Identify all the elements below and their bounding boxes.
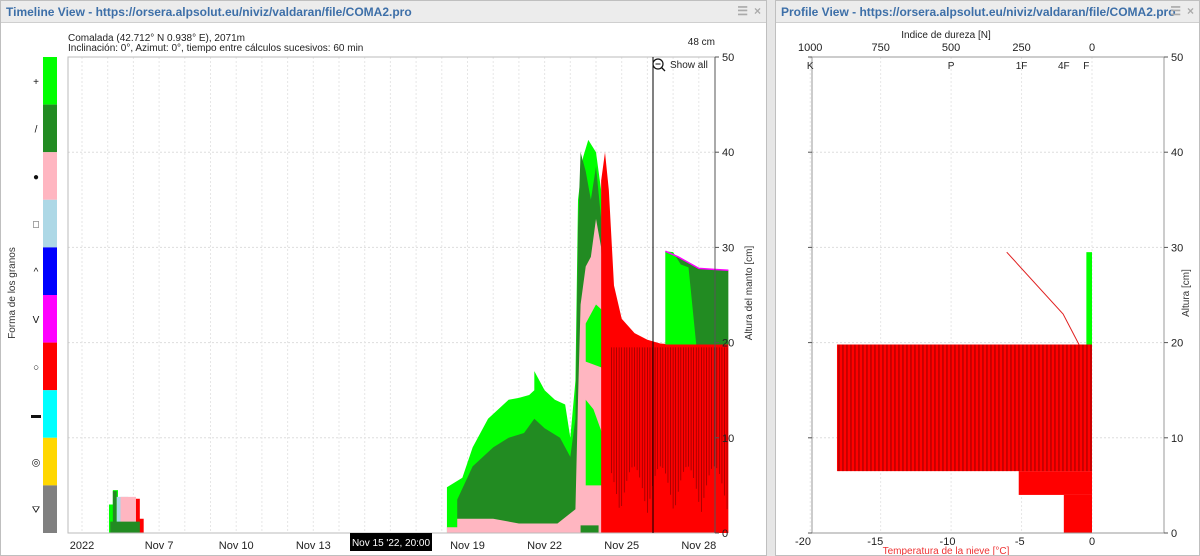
- y-tick-label: 0: [1171, 528, 1177, 540]
- legend-symbol: ^: [34, 267, 39, 278]
- x-tick-label: Nov 19: [450, 540, 485, 552]
- cursor-date-label: Nov 15 '22, 20:00: [352, 538, 431, 549]
- calc-params-label: Inclinación: 0°, Azimut: 0°, tiempo entr…: [68, 43, 363, 54]
- timeline-view-panel: Timeline View - https://orsera.alpsolut.…: [0, 0, 767, 556]
- x-tick-label: Nov 28: [681, 540, 716, 552]
- x-tick-label: -15: [867, 536, 883, 548]
- legend-swatch: [43, 247, 57, 295]
- legend-swatch: [43, 295, 57, 343]
- timeline-chart[interactable]: Comalada (42.712° N 0.938° E), 2071m Inc…: [1, 23, 767, 556]
- show-all-button[interactable]: Show all: [652, 58, 708, 72]
- legend-symbol: ▬: [31, 410, 41, 421]
- legend-symbol: □: [33, 220, 39, 231]
- legend-swatch: [43, 57, 57, 105]
- close-icon[interactable]: ×: [753, 4, 761, 18]
- hardness-label: 1F: [1016, 61, 1028, 72]
- layer-surface-hoar: [665, 250, 729, 271]
- layer-decomposed: [110, 521, 140, 533]
- temperature-axis-title: Temperatura de la nieve [°C]: [883, 546, 1010, 556]
- y-tick-label: 10: [1171, 433, 1183, 445]
- legend-swatch: [43, 152, 57, 200]
- temperature-profile: [1006, 251, 1080, 345]
- y-tick-label: 30: [722, 242, 734, 254]
- layer-rounded: [446, 527, 612, 533]
- menu-icon[interactable]: ☰: [1170, 4, 1181, 18]
- zoom-out-icon[interactable]: [652, 58, 664, 70]
- legend-symbol: ●: [33, 172, 39, 183]
- x-tick-label: Nov 25: [604, 540, 639, 552]
- y-tick-label: 30: [1171, 242, 1183, 254]
- legend-swatch: [43, 104, 57, 153]
- top-tick-label: 750: [871, 42, 889, 54]
- y-tick-label: 0: [722, 528, 728, 540]
- layer-decomposed: [580, 525, 599, 533]
- legend-swatch: [43, 437, 57, 486]
- legend-swatch: [43, 485, 57, 533]
- x-tick-label: -5: [1015, 536, 1025, 548]
- ylabel-height: Altura [cm]: [1181, 269, 1192, 317]
- y-tick-label: 50: [722, 52, 734, 64]
- menu-icon[interactable]: ☰: [737, 4, 748, 18]
- temperature-line: [1006, 251, 1080, 345]
- legend-swatch: [43, 390, 57, 438]
- ylabel-grain-shape: Forma de los granos: [7, 247, 18, 339]
- x-tick-label: -10: [940, 536, 956, 548]
- hardness-layer: [1086, 252, 1092, 345]
- hardness-layer: [1063, 494, 1092, 533]
- cursor-date-badge: Nov 15 '22, 20:00: [350, 533, 432, 551]
- x-tick-label: Nov 22: [527, 540, 562, 552]
- x-tick-label: 2022: [70, 540, 94, 552]
- hardness-label: P: [948, 61, 955, 72]
- layer-precip: [446, 139, 612, 533]
- legend-swatch: [43, 342, 57, 391]
- hardness-axis-title: Indice de dureza [N]: [901, 30, 991, 41]
- y-tick-label: 20: [722, 338, 734, 350]
- close-icon[interactable]: ×: [1186, 4, 1194, 18]
- top-tick-label: 1000: [798, 42, 822, 54]
- show-all-label[interactable]: Show all: [670, 60, 708, 71]
- hardness-label: K: [807, 61, 814, 72]
- legend-symbol: ◎: [32, 458, 41, 469]
- profile-axes: 0 10 20 30 40 50 -20 -15 -10 -5 0 1000 750 500 250 0 K P 1…: [795, 42, 1183, 548]
- x-tick-label: -20: [795, 536, 811, 548]
- grain-legend: + / ● □ ^ V ○ ▬ ◎ ⛛: [31, 57, 57, 533]
- legend-symbol: ○: [33, 362, 39, 373]
- profile-view-panel: Profile View - https://orsera.alpsolut.e…: [775, 0, 1200, 556]
- y-tick-label: 40: [1171, 147, 1183, 159]
- top-tick-label: 250: [1012, 42, 1030, 54]
- legend-symbol: V: [33, 315, 40, 326]
- legend-symbol: /: [35, 124, 38, 135]
- hardness-layers: [836, 252, 1092, 533]
- profile-chart[interactable]: Indice de dureza [N] Temperatura de la n…: [776, 23, 1200, 556]
- y-tick-label: 40: [722, 147, 734, 159]
- top-tick-label: 0: [1089, 42, 1095, 54]
- top-tick-label: 500: [942, 42, 960, 54]
- hardness-layer: [836, 344, 1092, 472]
- legend-swatch: [43, 199, 57, 248]
- hardness-label: 4F: [1058, 61, 1070, 72]
- hardness-layer: [1018, 471, 1092, 495]
- timeline-window-title: Timeline View - https://orsera.alpsolut.…: [6, 5, 412, 19]
- profile-window-title: Profile View - https://orsera.alpsolut.e…: [781, 5, 1176, 19]
- plot-frame: [811, 56, 1165, 534]
- depth-readout: 48 cm: [688, 37, 715, 48]
- timeline-titlebar[interactable]: Timeline View - https://orsera.alpsolut.…: [1, 1, 766, 23]
- legend-symbol: +: [33, 77, 39, 88]
- x-tick-label: 0: [1089, 536, 1095, 548]
- x-tick-label: Nov 13: [296, 540, 331, 552]
- legend-symbol: ⛛: [32, 505, 41, 516]
- snow-layers: [108, 139, 729, 533]
- layer-rounded: [457, 218, 612, 533]
- y-tick-label: 20: [1171, 338, 1183, 350]
- hardness-label: F: [1083, 61, 1089, 72]
- layer-precip: [665, 251, 697, 345]
- y-tick-label: 10: [722, 433, 734, 445]
- ylabel-snow-height: Altura del manto [cm]: [744, 246, 755, 341]
- x-tick-label: Nov 10: [219, 540, 254, 552]
- y-tick-label: 50: [1171, 52, 1183, 64]
- profile-titlebar[interactable]: Profile View - https://orsera.alpsolut.e…: [776, 1, 1199, 23]
- x-tick-label: Nov 7: [145, 540, 174, 552]
- station-label: Comalada (42.712° N 0.938° E), 2071m: [68, 33, 245, 44]
- timeline-axes: 0 10 20 30 40 50 2022 Nov 7 Nov 10 Nov 13 Nov 19 No…: [67, 52, 734, 552]
